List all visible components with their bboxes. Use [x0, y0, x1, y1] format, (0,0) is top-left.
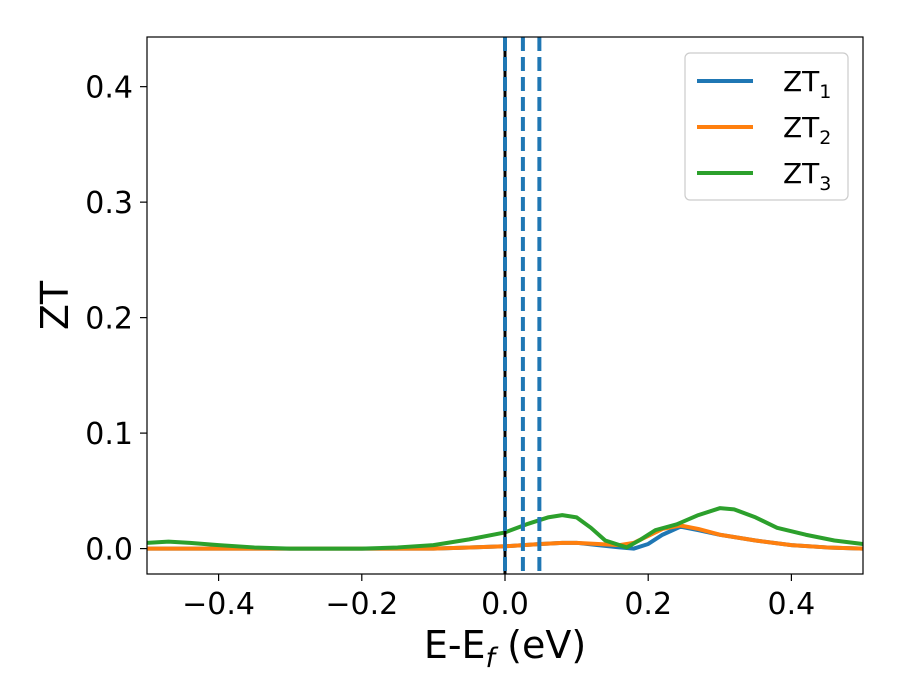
y-axis-label: ZT [33, 280, 77, 330]
y-tick-label: 0.2 [85, 302, 133, 337]
x-tick-label: 0.2 [624, 587, 672, 622]
x-tick-label: −0.4 [182, 587, 255, 622]
y-tick-label: 0.0 [85, 533, 133, 568]
y-tick-label: 0.4 [85, 71, 133, 106]
x-axis-label-unit: (eV) [495, 623, 586, 667]
y-tick-label: 0.1 [85, 417, 133, 452]
y-axis-ticks: 0.0 0.1 0.2 0.3 0.4 [85, 71, 147, 568]
y-tick-label: 0.3 [85, 186, 133, 221]
legend-box [684, 52, 849, 201]
legend-label-zt2: ZT2 [783, 111, 831, 149]
legend: ZT1 ZT2 ZT3 [684, 52, 849, 201]
x-axis-ticks: −0.4 −0.2 0.0 0.2 0.4 [182, 574, 815, 622]
reference-lines [503, 37, 542, 574]
series-line-zt3 [147, 506, 863, 551]
legend-label-zt1: ZT1 [783, 65, 831, 103]
x-axis-label-main: E-E [424, 623, 486, 667]
x-tick-label: 0.0 [481, 587, 529, 622]
x-tick-label: 0.4 [768, 587, 816, 622]
legend-label-zt3: ZT3 [783, 157, 831, 195]
x-tick-label: −0.2 [325, 587, 398, 622]
x-axis-label: E-Ef (eV) [424, 623, 586, 674]
series-lines [147, 506, 863, 551]
